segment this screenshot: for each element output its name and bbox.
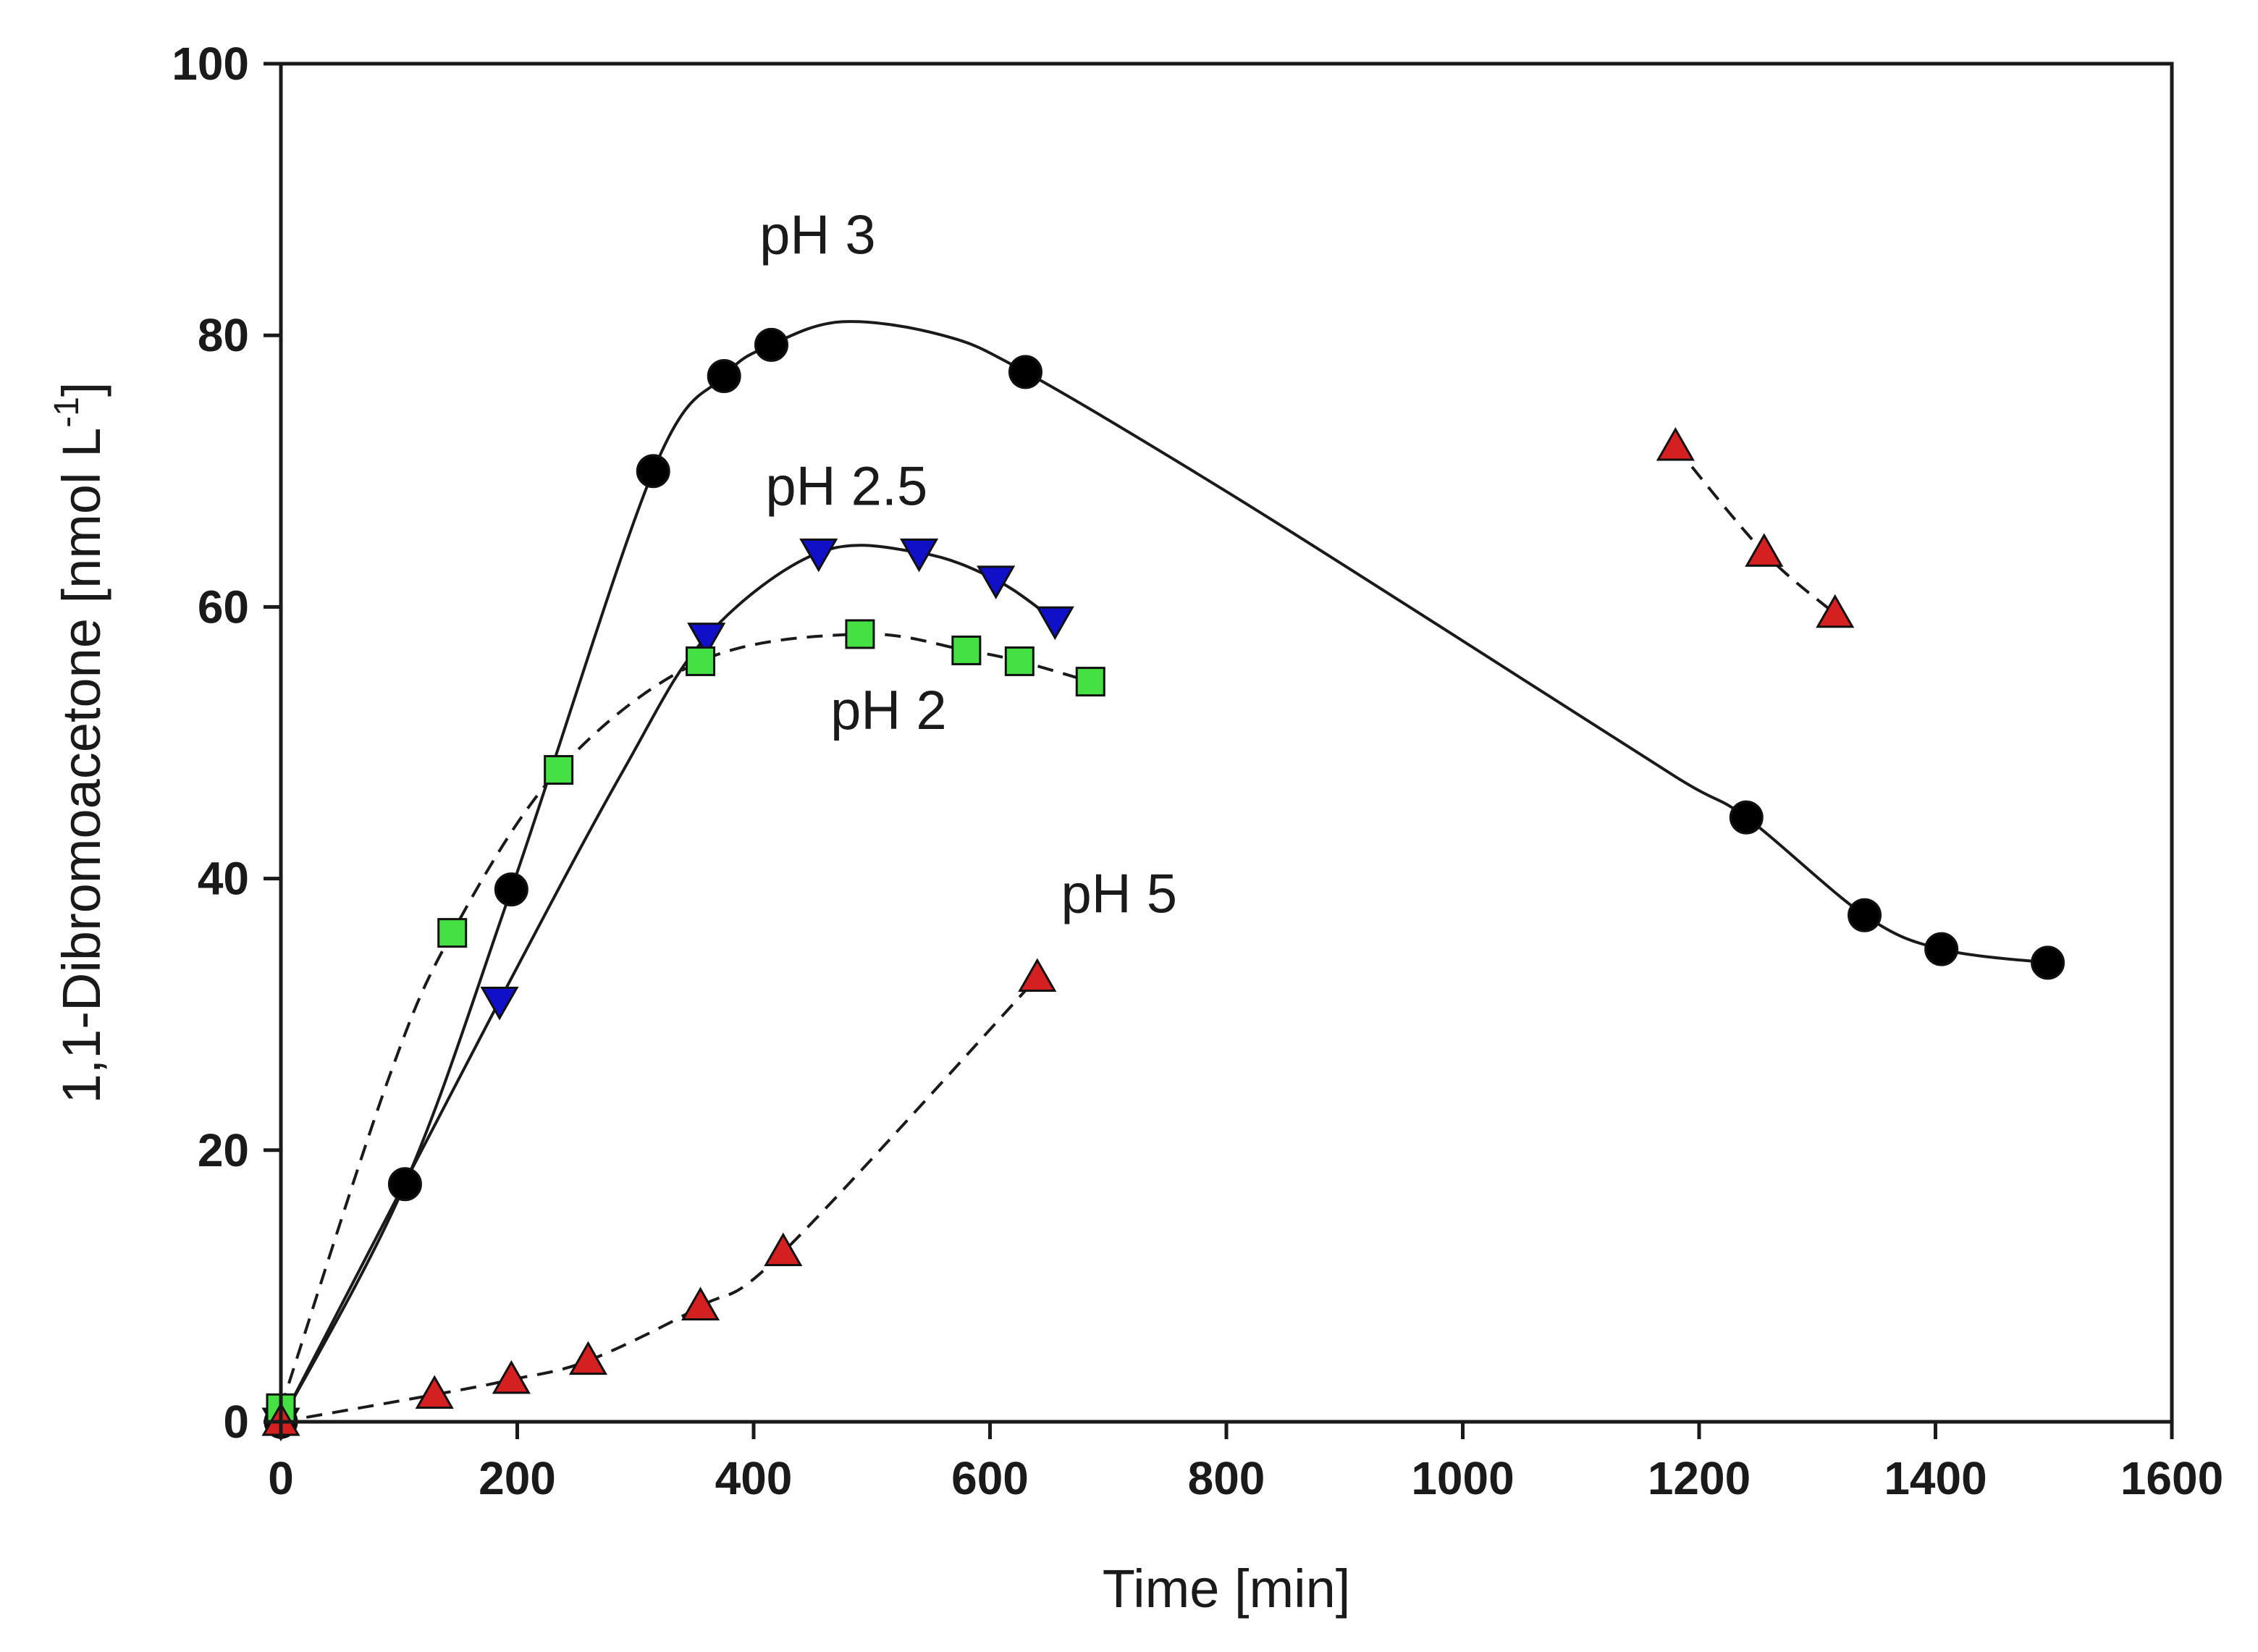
y-tick-label: 80 <box>198 309 249 361</box>
x-axis: 0 200 400 600 800 1000 1200 1400 1600 <box>268 1422 2223 1504</box>
x-tick-label: 600 <box>951 1452 1029 1504</box>
plot-content <box>261 320 2065 1442</box>
data-point-ph-5-late <box>1656 427 1695 461</box>
data-point-ph-2 <box>1075 667 1105 697</box>
data-point-ph-5-late <box>1816 594 1855 628</box>
y-axis-title: 1,1-Dibromoacetone [nmol L-1] <box>48 382 111 1104</box>
series-label-ph-3: pH 3 <box>759 205 876 266</box>
x-tick-label: 200 <box>479 1452 556 1504</box>
x-tick-label: 1600 <box>2120 1452 2223 1504</box>
series-labels: pH 3 pH 2.5 pH 2 pH 5 <box>759 205 1177 925</box>
data-point-ph-3 <box>754 327 788 362</box>
y-axis: 0 20 40 60 80 100 <box>172 38 281 1448</box>
data-point-ph-2-5 <box>977 565 1016 599</box>
y-axis-title-end: ] <box>51 382 111 397</box>
data-point-ph-2 <box>544 755 574 785</box>
x-tick-label: 400 <box>715 1452 793 1504</box>
data-point-ph-2 <box>951 635 982 665</box>
data-point-ph-5-late <box>1745 533 1784 567</box>
y-tick-label: 20 <box>198 1124 249 1176</box>
data-point-ph-3 <box>1729 800 1764 835</box>
data-point-ph-5 <box>681 1286 720 1321</box>
x-axis-title: Time [min] <box>1103 1559 1351 1619</box>
data-point-ph-2 <box>686 646 716 676</box>
data-point-ph-2-5 <box>899 538 939 573</box>
series-label-ph-5: pH 5 <box>1061 864 1177 925</box>
y-axis-title-superscript: -1 <box>48 397 86 428</box>
data-point-ph-5 <box>415 1375 454 1409</box>
x-tick-label: 1000 <box>1411 1452 1514 1504</box>
series-line-ph-5 <box>280 977 1039 1423</box>
x-tick-label: 1400 <box>1884 1452 1987 1504</box>
data-point-ph-3 <box>2031 945 2065 980</box>
data-point-ph-5 <box>764 1232 803 1266</box>
data-point-ph-3 <box>1008 355 1042 389</box>
x-tick-label: 1200 <box>1648 1452 1751 1504</box>
data-point-ph-2-5 <box>1035 606 1074 641</box>
data-point-ph-3 <box>1924 932 1959 966</box>
data-point-ph-3 <box>636 454 670 489</box>
x-tick-label: 0 <box>268 1452 294 1504</box>
data-point-ph-2 <box>845 619 875 649</box>
x-tick-label: 800 <box>1188 1452 1265 1504</box>
y-tick-label: 40 <box>198 853 249 905</box>
data-point-ph-3 <box>494 872 528 907</box>
data-point-ph-2 <box>437 918 468 948</box>
series-line-ph-2-5 <box>279 544 1056 1423</box>
data-point-ph-2 <box>1004 646 1035 676</box>
y-tick-label: 0 <box>223 1396 249 1448</box>
data-point-ph-5 <box>568 1341 608 1375</box>
data-point-ph-5 <box>1018 958 1057 993</box>
series-label-ph-2: pH 2 <box>830 680 947 741</box>
series-label-ph-2-5: pH 2.5 <box>765 456 927 518</box>
y-tick-label: 60 <box>198 581 249 633</box>
y-axis-title-main: 1,1-Dibromoacetone [nmol L <box>51 428 111 1104</box>
y-tick-label: 100 <box>172 38 249 90</box>
data-point-ph-3 <box>707 358 741 393</box>
data-point-ph-5 <box>492 1360 531 1394</box>
data-point-ph-3 <box>387 1167 422 1202</box>
series-markers <box>261 327 2065 1442</box>
data-point-ph-2-5 <box>687 623 726 657</box>
data-point-ph-2-5 <box>480 986 519 1021</box>
data-point-ph-3 <box>1848 898 1882 932</box>
data-point-ph-2-5 <box>799 538 838 573</box>
